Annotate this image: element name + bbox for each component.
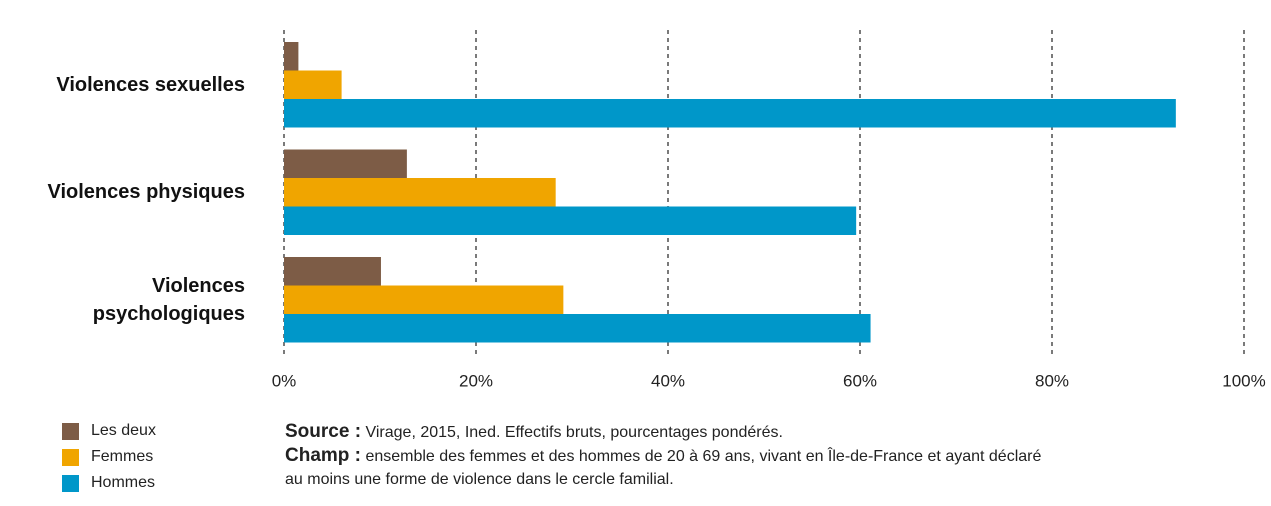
- source-text: Virage, 2015, Ined. Effectifs bruts, pou…: [365, 424, 783, 441]
- legend-item: Hommes: [62, 474, 155, 492]
- champ-label: Champ :: [285, 445, 361, 466]
- category-label: Violences physiques: [47, 181, 246, 204]
- legend-swatch: [62, 474, 79, 492]
- bar: [284, 99, 1176, 128]
- champ: Champ : ensemble des femmes et des homme…: [285, 444, 1045, 491]
- x-tick-label: 20%: [459, 371, 493, 390]
- bar: [284, 314, 871, 343]
- legend-label: Les deux: [91, 422, 156, 439]
- bar: [284, 285, 564, 314]
- champ-text: ensemble des femmes et des hommes de 20 …: [285, 448, 1042, 488]
- x-tick-label: 100%: [1222, 371, 1265, 390]
- bar: [284, 70, 342, 99]
- x-tick-label: 0%: [272, 371, 297, 390]
- legend-swatch: [62, 448, 79, 466]
- bar: [284, 257, 381, 286]
- notes: Source : Virage, 2015, Ined. Effectifs b…: [285, 420, 1045, 491]
- bar: [284, 149, 407, 178]
- legend-label: Hommes: [91, 474, 156, 491]
- legend-item: Femmes: [62, 448, 153, 466]
- category-label: Violences psychologiques: [92, 274, 245, 325]
- source-label: Source :: [285, 421, 362, 442]
- x-tick-label: 60%: [843, 371, 877, 390]
- category-label: Violences sexuelles: [56, 73, 245, 96]
- legend-item: Les deux: [62, 422, 156, 440]
- legend-label: Femmes: [91, 448, 154, 465]
- bar: [284, 206, 857, 235]
- bar: [284, 42, 299, 71]
- legend-swatch: [62, 422, 79, 440]
- x-tick-label: 40%: [651, 371, 685, 390]
- bar: [284, 178, 556, 207]
- source: Source : Virage, 2015, Ined. Effectifs b…: [285, 420, 1045, 444]
- x-tick-label: 80%: [1035, 371, 1069, 390]
